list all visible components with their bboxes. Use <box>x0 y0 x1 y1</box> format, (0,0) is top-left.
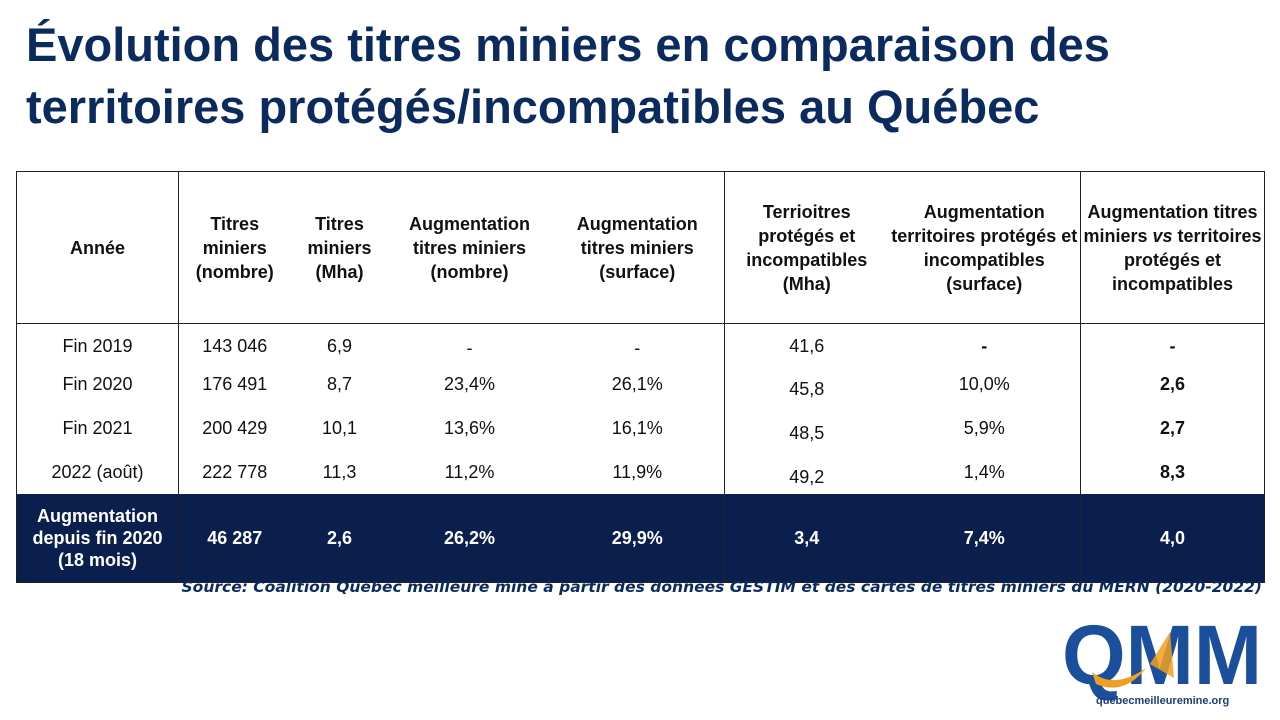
cell-annee: 2022 (août) <box>16 450 179 494</box>
cell-annee: Fin 2021 <box>16 406 179 450</box>
qmm-logo: QMM <box>1062 612 1262 702</box>
header-augmentation-territoires: Augmentation territoires protégés et inc… <box>888 171 1081 324</box>
bird-wing-shape <box>1092 668 1146 688</box>
cell-titres-nombre: 200 429 <box>202 417 268 438</box>
cell-augmentation-territoires: 10,0% <box>888 362 1081 406</box>
mining-titles-table: Année Titres miniers (nombre) Titres min… <box>16 171 1265 583</box>
cell-augmentation-nombre: 11,2% <box>444 461 495 482</box>
header-augmentation-surface: Augmentation titres miniers (surface) <box>550 171 725 324</box>
cell-territoires-mha: 48,5 <box>789 422 825 443</box>
cell-titres-mha: 6,9 <box>326 335 353 356</box>
cell-augmentation-surface: 11,9% <box>550 450 725 494</box>
cell-total-titres-nombre: 46 287 <box>178 494 291 583</box>
header-ratio: Augmentation titres miniers vs territoir… <box>1080 171 1265 324</box>
cell-ratio: 2,6 <box>1159 373 1186 394</box>
table-row: Fin 2020 176 491 8,7 23,4% 26,1% 45,8 10… <box>16 362 1265 406</box>
header-annee: Année <box>16 171 179 324</box>
cell-total-territoires-mha: 3,4 <box>724 494 889 583</box>
cell-total-augmentation-surface: 29,9% <box>550 494 725 583</box>
cell-total-label: Augmentation depuis fin 2020 (18 mois) <box>16 494 179 583</box>
cell-augmentation-surface: 26,1% <box>550 362 725 406</box>
cell-augmentation-territoires: 1,4% <box>888 450 1081 494</box>
header-titres-mha: Titres miniers (Mha) <box>290 171 389 324</box>
cell-territoires-mha: 41,6 <box>789 335 825 356</box>
cell-augmentation-territoires: - <box>888 323 1081 362</box>
header-ratio-vs: vs <box>1152 225 1173 246</box>
title-line-1: Évolution des titres miniers en comparai… <box>26 18 1110 71</box>
cell-augmentation-surface: 16,1% <box>550 406 725 450</box>
page-title: Évolution des titres miniers en comparai… <box>26 14 1266 138</box>
cell-augmentation-surface: - <box>550 323 725 362</box>
cell-annee: Fin 2019 <box>16 323 179 362</box>
cell-ratio: 8,3 <box>1159 461 1186 482</box>
title-line-2: territoires protégés/incompatibles au Qu… <box>26 80 1040 133</box>
table-row: 2022 (août) 222 778 11,3 11,2% 11,9% 49,… <box>16 450 1265 494</box>
cell-total-titres-mha: 2,6 <box>290 494 389 583</box>
cell-titres-mha: 11,3 <box>322 461 357 482</box>
cell-titres-nombre: 143 046 <box>202 335 268 356</box>
cell-total-augmentation-territoires: 7,4% <box>888 494 1081 583</box>
header-ratio-after: territoires protégés et incompatibles <box>1111 225 1262 294</box>
cell-total-augmentation-nombre: 26,2% <box>388 494 551 583</box>
table-total-row: Augmentation depuis fin 2020 (18 mois) 4… <box>16 494 1265 583</box>
cell-annee: Fin 2020 <box>16 362 179 406</box>
cell-ratio: 2,7 <box>1159 417 1186 438</box>
cell-total-ratio: 4,0 <box>1080 494 1265 583</box>
logo-url: quebecmeilleuremine.org <box>1096 695 1230 707</box>
cell-augmentation-nombre: 13,6% <box>443 417 496 438</box>
cell-territoires-mha: 45,8 <box>789 378 825 399</box>
cell-titres-nombre: 176 491 <box>202 373 268 394</box>
header-ratio-before: Augmentation titres miniers <box>1083 201 1258 246</box>
cell-augmentation-nombre: - <box>466 337 473 358</box>
source-note: Source: Coalition Québec meilleure mine … <box>181 578 1262 596</box>
cell-augmentation-nombre: 23,4% <box>443 373 496 394</box>
table-header-row: Année Titres miniers (nombre) Titres min… <box>16 171 1265 324</box>
cell-titres-nombre: 222 778 <box>202 461 268 482</box>
cell-ratio: - <box>1169 335 1176 356</box>
header-titres-nombre: Titres miniers (nombre) <box>178 171 291 324</box>
cell-titres-mha: 8,7 <box>326 373 353 394</box>
cell-territoires-mha: 49,2 <box>789 466 825 487</box>
m-accent-shape <box>1150 632 1174 678</box>
cell-titres-mha: 10,1 <box>321 417 358 438</box>
header-territoires-mha: Terrioitres protégés et incompatibles (M… <box>724 171 889 324</box>
table-row: Fin 2019 143 046 6,9 - - 41,6 - - <box>16 323 1265 362</box>
table-row: Fin 2021 200 429 10,1 13,6% 16,1% 48,5 5… <box>16 406 1265 450</box>
cell-augmentation-territoires: 5,9% <box>888 406 1081 450</box>
header-augmentation-nombre: Augmentation titres miniers (nombre) <box>388 171 551 324</box>
